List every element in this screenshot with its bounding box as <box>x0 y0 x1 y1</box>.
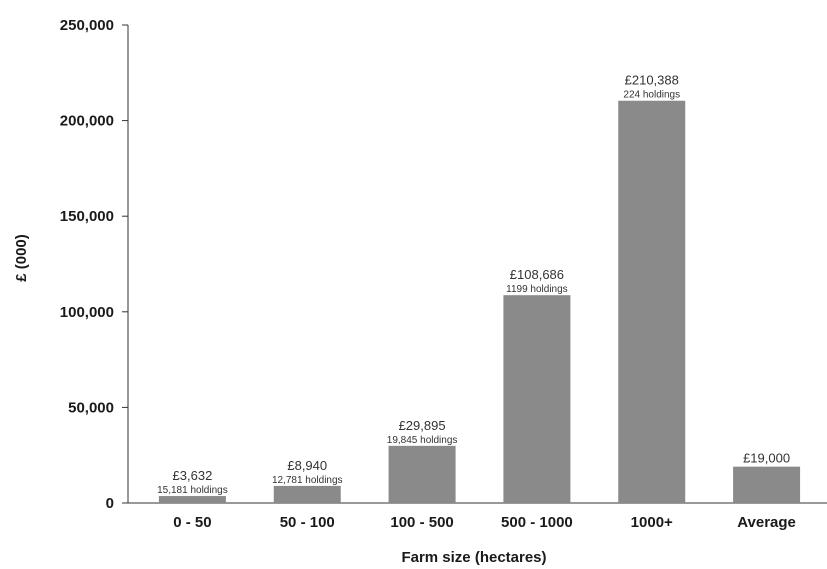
bar <box>273 485 341 503</box>
bar <box>388 445 456 503</box>
y-tick-label: 50,000 <box>68 399 114 416</box>
bar <box>733 466 801 503</box>
bars <box>158 100 801 503</box>
bar-value-label: £19,000 <box>743 451 790 466</box>
bar <box>618 100 686 503</box>
bar-holdings-label: 19,845 holdings <box>387 435 458 446</box>
bar-value-label: £3,632 <box>173 468 213 483</box>
bar <box>158 496 226 503</box>
x-tick-label: 50 - 100 <box>280 514 335 531</box>
bar-holdings-label: 1199 holdings <box>506 284 568 295</box>
y-tick-label: 200,000 <box>60 113 114 130</box>
bar-holdings-label: 224 holdings <box>623 90 680 101</box>
bar-holdings-label: 12,781 holdings <box>272 475 343 486</box>
y-tick-label: 0 <box>106 495 114 512</box>
bar-value-label: £29,895 <box>399 418 446 433</box>
bar <box>503 295 571 503</box>
x-tick-label: 100 - 500 <box>390 514 453 531</box>
bar-value-label: £210,388 <box>625 73 679 88</box>
x-axis: 0 - 50 50 - 100 100 - 500 500 - 1000 1000+ Av… <box>128 502 827 531</box>
y-tick-label: 100,000 <box>60 304 114 321</box>
x-tick-label: Average <box>737 514 796 531</box>
bar-value-label: £108,686 <box>510 267 564 282</box>
x-tick-label: 500 - 1000 <box>501 514 573 531</box>
y-axis-title: £ (000) <box>13 234 30 282</box>
x-axis-title: Farm size (hectares) <box>401 549 546 566</box>
x-tick-label: 1000+ <box>631 514 673 531</box>
y-tick-label: 150,000 <box>60 208 114 225</box>
bar-value-label: £8,940 <box>287 458 327 473</box>
y-axis: 0 50,000 100,000 150,000 200,000 250,000 <box>60 17 129 512</box>
x-tick-label: 0 - 50 <box>173 514 211 531</box>
bar-holdings-label: 15,181 holdings <box>157 485 228 496</box>
y-tick-label: 250,000 <box>60 17 114 34</box>
data-labels: £3,632 15,181 holdings £8,940 12,781 holdin… <box>157 73 790 496</box>
